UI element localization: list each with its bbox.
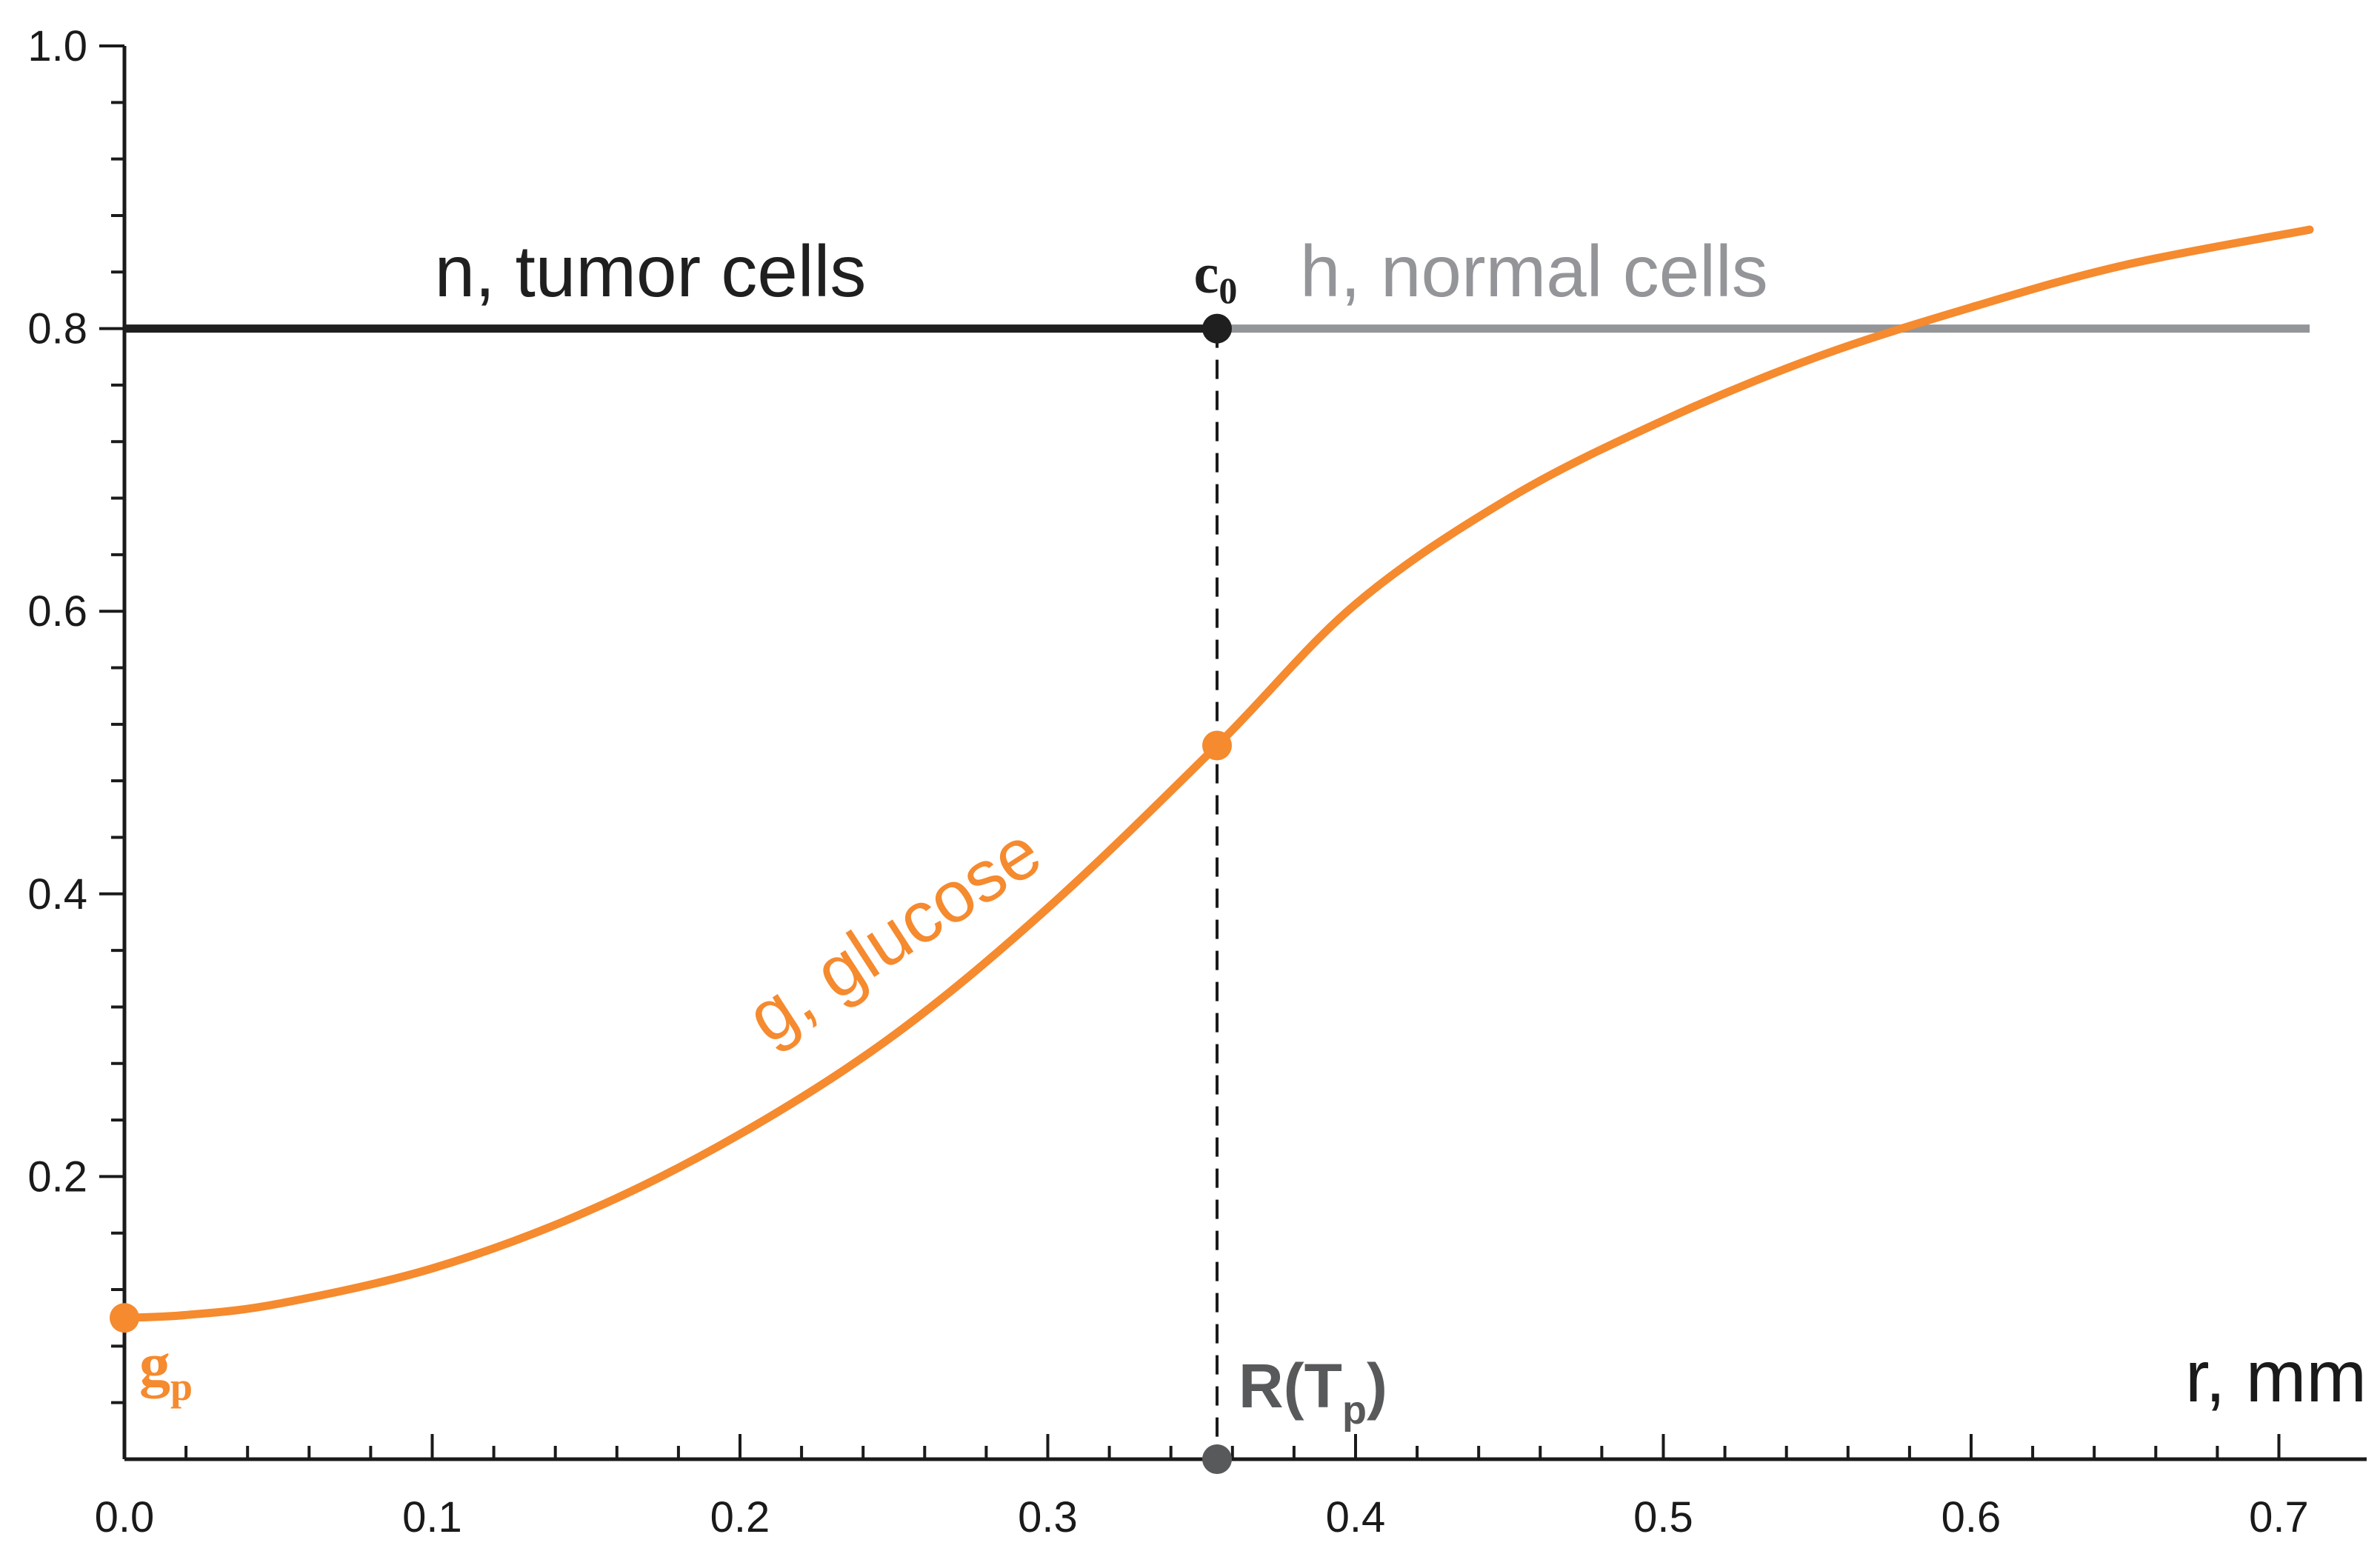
annotation-c0-base: c [1194, 243, 1219, 305]
y-tick-label: 0.8 [27, 305, 87, 353]
annotation-rtp-close: ) [1367, 1351, 1387, 1421]
series-label-tumor-cells: n, tumor cells [435, 230, 867, 312]
x-tick-label: 0.6 [1941, 1493, 2001, 1541]
y-tick-label: 1.0 [27, 22, 87, 70]
series-label-glucose: g, glucose [733, 810, 1055, 1059]
annotation-radius-tp: R(Tp) [1239, 1351, 1387, 1433]
y-ticks: 0.2 0.4 0.6 0.8 1.0 [27, 22, 124, 1404]
annotation-gp: gp [139, 1330, 193, 1409]
series-glucose-curve [120, 225, 2314, 1322]
x-tick-label: 0.0 [95, 1493, 155, 1541]
point-glucose-at-radius [1202, 730, 1233, 761]
annotation-gp-sub: p [170, 1364, 193, 1409]
x-axis-label: r, mm [2185, 1335, 2367, 1417]
y-tick-label: 0.6 [27, 587, 87, 636]
point-radius-tp [1202, 1444, 1233, 1474]
annotation-c0: c0 [1194, 243, 1238, 311]
x-ticks: 0.0 0.1 0.2 0.3 0.4 0.5 0.6 0.7 [95, 1434, 2309, 1541]
annotation-rtp-sub: p [1342, 1388, 1367, 1433]
series-label-normal-cells: h, normal cells [1300, 230, 1768, 312]
annotation-c0-sub: 0 [1219, 270, 1237, 311]
annotation-gp-base: g [139, 1330, 170, 1399]
x-tick-label: 0.2 [710, 1493, 770, 1541]
point-gp [110, 1303, 139, 1333]
annotation-rtp-base: R(T [1239, 1351, 1342, 1421]
y-tick-label: 0.2 [27, 1153, 87, 1201]
x-tick-label: 0.1 [402, 1493, 462, 1541]
x-tick-label: 0.5 [1633, 1493, 1693, 1541]
x-tick-label: 0.7 [2249, 1493, 2309, 1541]
x-tick-label: 0.3 [1018, 1493, 1078, 1541]
x-tick-label: 0.4 [1326, 1493, 1386, 1541]
y-tick-label: 0.4 [27, 870, 87, 918]
point-c0 [1202, 313, 1233, 344]
axes: 0.0 0.1 0.2 0.3 0.4 0.5 0.6 0.7 0.2 0.4 0.6 0.8 1.0 [27, 22, 2367, 1541]
